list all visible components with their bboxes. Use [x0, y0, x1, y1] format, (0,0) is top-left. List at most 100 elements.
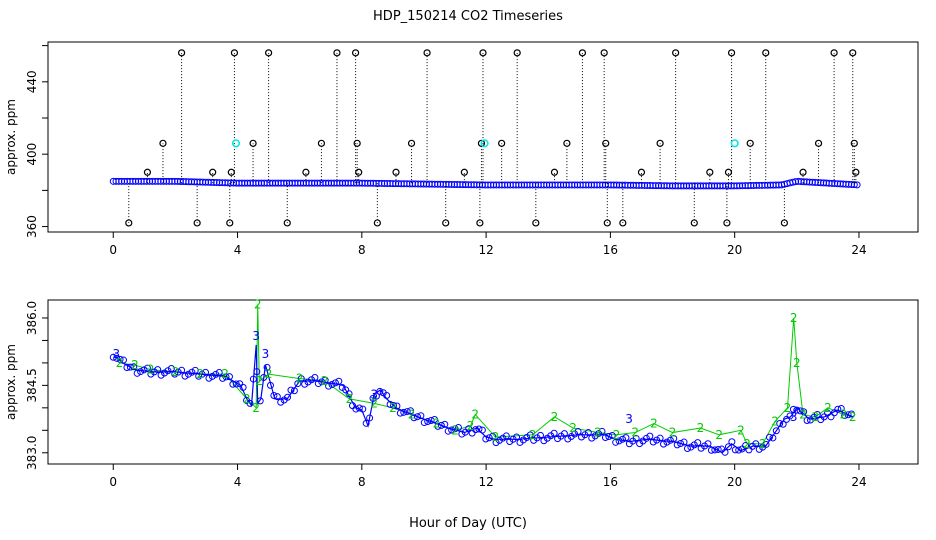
spike-point	[392, 168, 400, 176]
spike-point	[637, 168, 646, 176]
spike-point	[498, 139, 506, 147]
green-2-marker: 2	[296, 372, 304, 386]
spike-point	[178, 49, 186, 57]
blue-point	[410, 414, 418, 422]
spike-point	[780, 219, 788, 227]
spike-point	[672, 49, 680, 57]
green-2-marker: 2	[784, 401, 792, 415]
spike-point	[723, 219, 731, 227]
blue-point	[434, 422, 442, 430]
blue-point	[202, 368, 210, 376]
blue-point	[663, 438, 671, 446]
x-tick-label: 4	[234, 243, 242, 257]
blue-point	[413, 413, 421, 421]
spike-point	[656, 139, 664, 147]
green-2-marker: 2	[471, 408, 479, 422]
blue-point	[632, 434, 640, 442]
blue-point	[475, 425, 483, 433]
y-axis-label: approx. ppm	[4, 99, 18, 175]
blue-point	[154, 366, 162, 374]
blue-point	[137, 368, 145, 376]
blue-point	[724, 443, 732, 451]
x-tick-label: 20	[727, 243, 742, 257]
blue-point	[212, 370, 220, 378]
green-2-marker: 2	[370, 396, 378, 410]
blue-point	[465, 425, 473, 433]
blue-point	[437, 421, 445, 429]
x-tick-label: 0	[109, 243, 117, 257]
spike-point	[600, 49, 608, 57]
green-2-marker: 2	[389, 401, 397, 415]
spike-point	[352, 49, 360, 57]
spike-point	[532, 219, 540, 227]
spike-point	[302, 168, 310, 176]
spike-point	[727, 49, 736, 57]
green-2-marker: 2	[467, 419, 475, 433]
green-2-marker: 2	[408, 408, 416, 422]
y-tick-label: 440	[25, 70, 39, 93]
blue-point	[184, 370, 192, 378]
x-tick-label: 8	[358, 243, 366, 257]
spike-point	[283, 219, 291, 227]
spike-point	[746, 139, 754, 147]
blue-point	[208, 372, 216, 380]
series-line-blue	[112, 344, 853, 454]
green-2-marker: 2	[172, 365, 180, 379]
spike-point	[513, 49, 521, 57]
green-2-marker: 2	[196, 367, 204, 381]
spike-point	[230, 49, 239, 57]
spike-point	[690, 219, 698, 227]
spike-point	[226, 219, 234, 227]
blue-point	[270, 391, 278, 399]
green-2-marker: 2	[743, 437, 751, 451]
green-2-marker: 2	[715, 428, 723, 442]
x-tick-label: 4	[234, 475, 242, 489]
blue-point	[608, 431, 616, 439]
spike-point	[333, 49, 341, 57]
blue-point	[728, 438, 736, 446]
blue-point	[841, 412, 849, 420]
green-2-marker: 2	[433, 417, 441, 431]
blue-point	[178, 366, 186, 374]
spike-point	[125, 219, 133, 227]
spike-point	[724, 168, 733, 176]
y-axis-label: approx. ppm	[4, 344, 18, 420]
blue-point	[485, 434, 493, 442]
green-2-marker: 2	[131, 358, 139, 372]
blue-point	[140, 366, 148, 374]
spike-point	[476, 219, 484, 227]
chart-title: HDP_150214 CO2 Timeseries	[373, 9, 563, 24]
blue-point	[786, 412, 794, 420]
blue-3-marker: 3	[625, 412, 633, 426]
green-2-marker: 2	[790, 311, 798, 325]
plot-frame	[47, 41, 919, 233]
blue-3-marker: 3	[262, 347, 270, 361]
green-2-marker: 2	[346, 392, 354, 406]
x-tick-label: 8	[358, 475, 366, 489]
green-2-marker: 2	[147, 363, 155, 377]
green-2-marker: 2	[650, 417, 658, 431]
top-panel: 0 4 8 12 16 20 24 360 400 440 approx. ppm	[4, 41, 919, 257]
spike-point	[265, 49, 273, 57]
spike-point	[799, 168, 807, 176]
blue-point	[116, 355, 124, 363]
x-tick-label: 20	[727, 475, 742, 489]
blue-point	[294, 380, 302, 388]
green-2-marker: 2	[759, 437, 767, 451]
x-tick-label: 12	[478, 475, 493, 489]
blue-point	[188, 368, 196, 376]
spike-point	[159, 139, 167, 147]
blue-point	[656, 434, 664, 442]
spike-point	[353, 139, 361, 147]
blue-point	[195, 372, 203, 380]
green-2-marker: 2	[793, 356, 801, 370]
spike-point	[602, 139, 610, 147]
blue-point	[560, 430, 568, 438]
x-axis-label: Hour of Day (UTC)	[409, 516, 527, 531]
flag-point	[730, 139, 739, 148]
green-2-marker: 2	[849, 410, 857, 424]
spike-point	[460, 168, 468, 176]
spike-point	[407, 139, 416, 147]
